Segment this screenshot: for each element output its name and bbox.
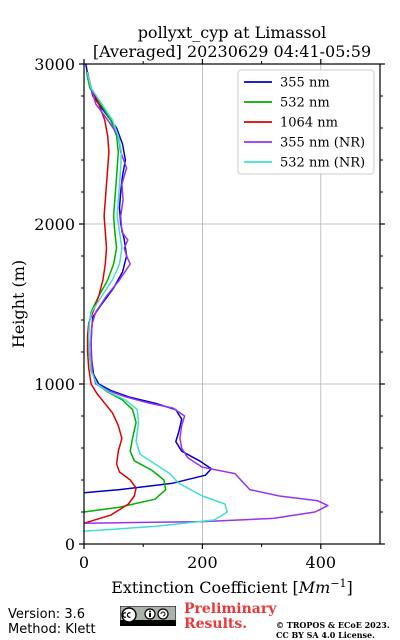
copyright-note: © TROPOS & ECoE 2023. CC BY SA 4.0 Licen…: [276, 620, 390, 640]
preliminary-results-note: Preliminary Results.: [184, 602, 276, 632]
plot-frame: [83, 63, 381, 545]
series-line-3: [83, 71, 329, 524]
series-line-4: [83, 71, 229, 532]
copyright-line2: CC BY SA 4.0 License.: [276, 630, 375, 640]
x-tick-label-1: 200: [187, 553, 218, 572]
y-tick-label-1: 1000: [34, 375, 75, 394]
legend-entry-1: 532 nm: [280, 96, 330, 111]
axis-ticks: 0 200 400 0 1000 2000 3000: [34, 55, 385, 572]
copyright-line1: © TROPOS & ECoE 2023.: [276, 620, 390, 630]
cc-by-sa-icon: [120, 606, 176, 626]
legend-entry-3: 355 nm (NR): [280, 136, 365, 151]
method-text: Method: Klett: [8, 622, 96, 637]
series-line-1: [83, 71, 167, 513]
x-tick-label-2: 400: [306, 553, 337, 572]
axes-frame: [83, 63, 381, 545]
y-tick-label-3: 3000: [34, 55, 75, 74]
y-axis-label: Height (m): [9, 260, 28, 348]
x-tick-label-0: 0: [79, 553, 89, 572]
y-tick-label-0: 0: [65, 535, 75, 554]
chart-title-line2: [Averaged] 20230629 04:41-05:59: [93, 42, 371, 61]
legend-entry-4: 532 nm (NR): [280, 156, 365, 171]
data-series: [83, 63, 329, 532]
x-axis-label: Extinction Coefficient [Mm−1]: [111, 577, 353, 597]
series-line-2: [83, 71, 137, 524]
legend-box: [237, 69, 375, 175]
preliminary-line2: Results.: [184, 616, 248, 632]
y-tick-label-2: 2000: [34, 215, 75, 234]
version-text: Version: 3.6: [8, 607, 85, 622]
preliminary-line1: Preliminary: [184, 601, 277, 617]
chart-title-line1: pollyxt_cyp at Limassol: [138, 23, 327, 42]
legend-entry-0: 355 nm: [280, 76, 330, 91]
legend-entry-2: 1064 nm: [280, 116, 338, 131]
legend: 355 nm 532 nm 1064 nm 355 nm (NR) 532 nm (NR…: [237, 69, 375, 175]
